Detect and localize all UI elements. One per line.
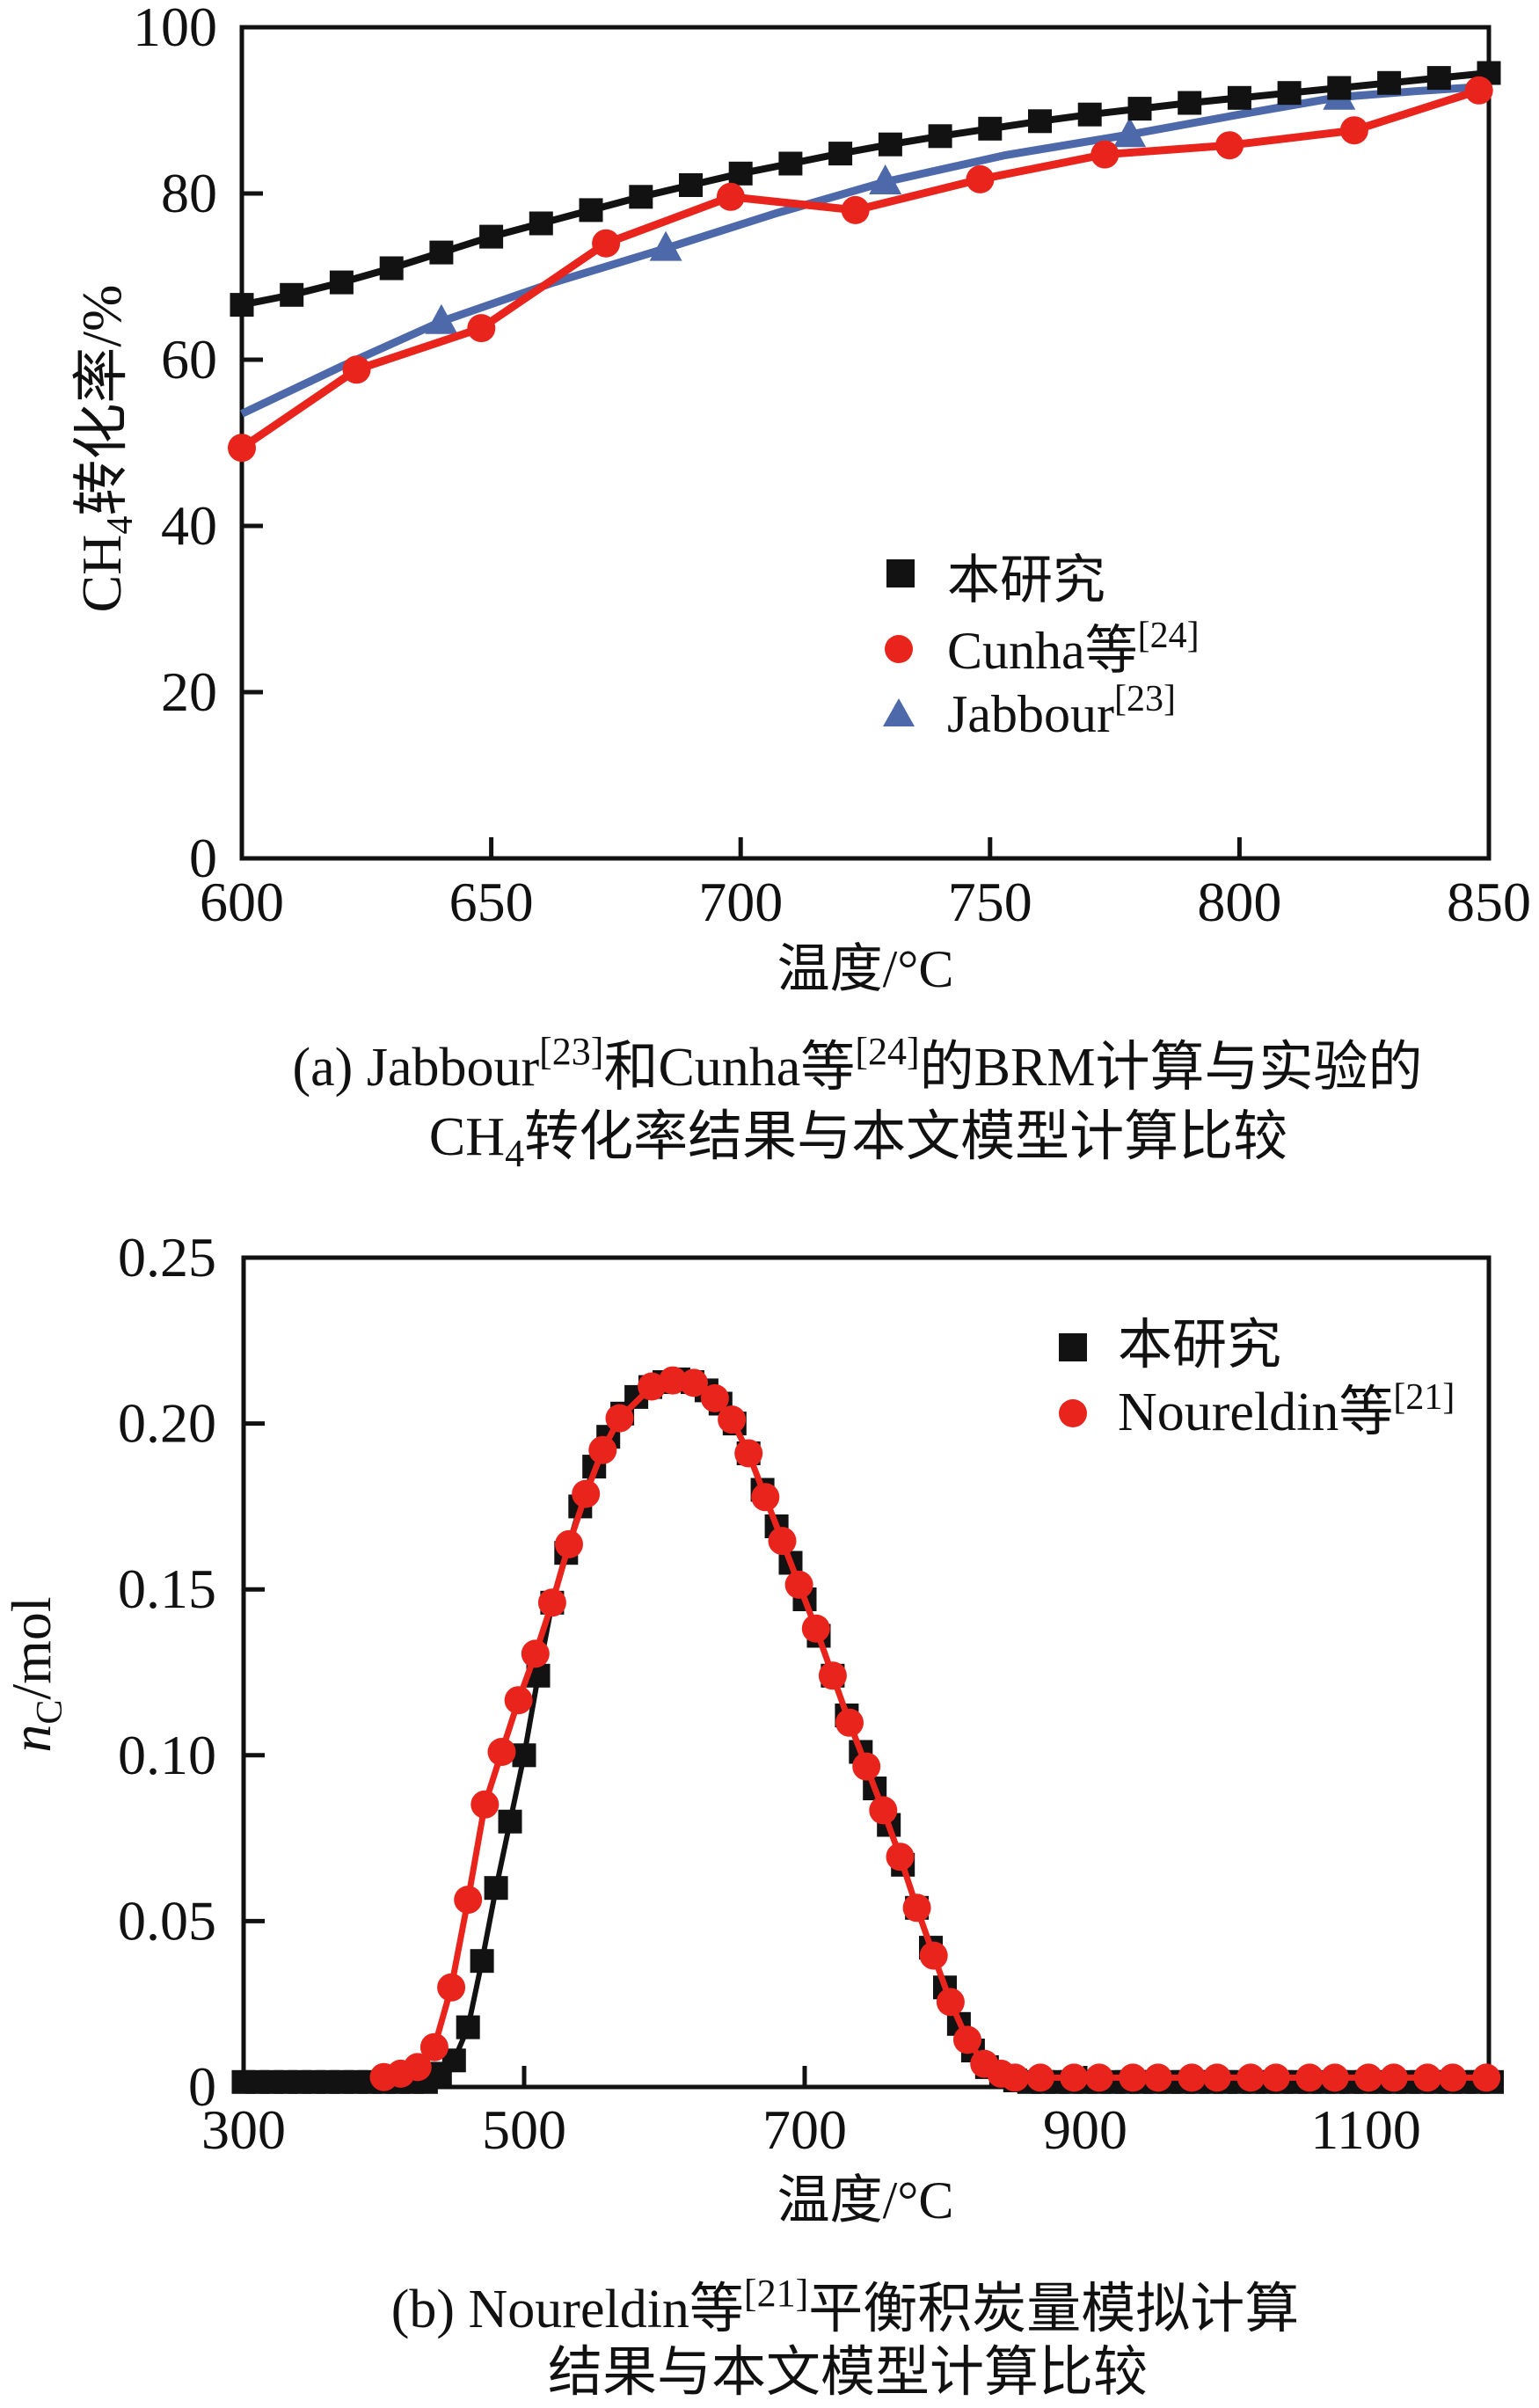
svg-text:850: 850 xyxy=(1447,871,1531,933)
svg-text:750: 750 xyxy=(948,871,1032,933)
svg-text:700: 700 xyxy=(762,2098,847,2161)
svg-text:(b) Noureldin等[21]平衡积炭量模拟计算: (b) Noureldin等[21]平衡积炭量模拟计算 xyxy=(391,2272,1300,2339)
svg-text:0: 0 xyxy=(189,827,217,889)
svg-text:700: 700 xyxy=(698,871,783,933)
svg-text:CH4转化率/%: CH4转化率/% xyxy=(70,285,141,613)
svg-text:温度/°C: 温度/°C xyxy=(777,2171,954,2229)
svg-text:40: 40 xyxy=(161,494,217,557)
svg-text:本研究: 本研究 xyxy=(947,551,1105,609)
svg-text:300: 300 xyxy=(201,2098,286,2161)
svg-text:80: 80 xyxy=(161,162,217,224)
svg-text:nC/mol: nC/mol xyxy=(0,1596,70,1752)
svg-text:1100: 1100 xyxy=(1310,2098,1421,2161)
svg-text:100: 100 xyxy=(133,0,217,58)
svg-text:CH4转化率结果与本文模型计算比较: CH4转化率结果与本文模型计算比较 xyxy=(429,1107,1287,1175)
svg-text:800: 800 xyxy=(1197,871,1281,933)
svg-text:0.05: 0.05 xyxy=(118,1889,216,1952)
svg-text:600: 600 xyxy=(200,871,284,933)
svg-text:20: 20 xyxy=(161,660,217,723)
svg-text:本研究: 本研究 xyxy=(1118,1316,1281,1375)
svg-text:温度/°C: 温度/°C xyxy=(777,940,954,998)
svg-text:650: 650 xyxy=(449,871,534,933)
svg-text:60: 60 xyxy=(161,328,217,390)
svg-text:(a) Jabbour[23]和Cunha等[24]的BRM: (a) Jabbour[23]和Cunha等[24]的BRM计算与实验的 xyxy=(293,1030,1423,1098)
svg-text:0.15: 0.15 xyxy=(118,1558,216,1620)
svg-text:0.20: 0.20 xyxy=(118,1392,216,1455)
svg-text:结果与本文模型计算比较: 结果与本文模型计算比较 xyxy=(548,2343,1148,2403)
svg-text:0.10: 0.10 xyxy=(118,1724,216,1786)
svg-text:900: 900 xyxy=(1043,2098,1127,2161)
svg-text:0: 0 xyxy=(188,2055,216,2118)
svg-text:0.25: 0.25 xyxy=(118,1226,216,1288)
svg-text:500: 500 xyxy=(482,2098,566,2161)
